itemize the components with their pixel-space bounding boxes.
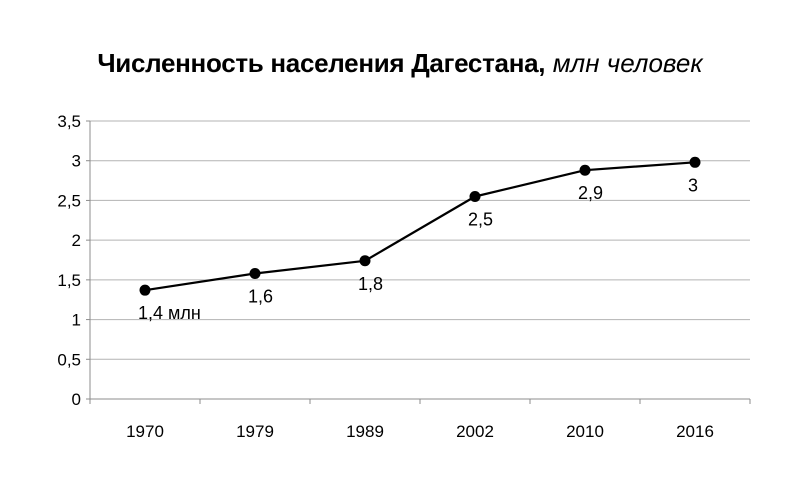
y-tick-label: 0,5 (57, 350, 81, 369)
x-tick-label: 1979 (236, 422, 274, 441)
y-tick-label: 3,5 (57, 112, 81, 131)
y-tick-label: 1 (72, 311, 81, 330)
y-tick-label: 2 (72, 231, 81, 250)
data-label: 2,9 (578, 183, 603, 203)
data-label: 1,6 (248, 287, 273, 307)
axes (86, 120, 751, 404)
chart-title-unit: млн человек (552, 48, 703, 78)
y-axis-tick-labels: 0 0,5 1 1,5 2 2,5 3 3,5 (57, 112, 81, 409)
data-point (579, 164, 591, 176)
x-tick-label: 2016 (676, 422, 714, 441)
data-label: 1,4 млн (138, 303, 201, 323)
data-label: 1,8 (358, 274, 383, 294)
data-label: 2,5 (468, 209, 493, 229)
series-line-path (144, 161, 696, 292)
gridlines (90, 120, 750, 360)
data-labels: 1,4 млн 1,6 1,8 2,5 2,9 3 (138, 175, 698, 323)
data-markers (139, 156, 701, 296)
y-tick-label: 2,5 (57, 191, 81, 210)
chart-title-separator: , (538, 48, 546, 78)
x-tick-label: 1970 (126, 422, 164, 441)
data-label: 3 (688, 175, 698, 195)
chart-title-main: Численность населения Дагестана (97, 48, 539, 78)
data-point (469, 190, 481, 202)
x-axis-tick-labels: 1970 1979 1989 2002 2010 2016 (126, 422, 714, 441)
y-tick-label: 1,5 (57, 271, 81, 290)
x-tick-label: 1989 (346, 422, 384, 441)
data-point (249, 268, 261, 280)
y-tick-label: 3 (72, 152, 81, 171)
chart-title: Численность населения Дагестана, млн чел… (0, 46, 800, 80)
data-point (139, 284, 151, 296)
data-point (359, 255, 371, 267)
series-line (144, 161, 696, 292)
x-tick-label: 2010 (566, 422, 604, 441)
y-tick-label: 0 (72, 390, 81, 409)
data-point (689, 156, 701, 168)
x-tick-label: 2002 (456, 422, 494, 441)
